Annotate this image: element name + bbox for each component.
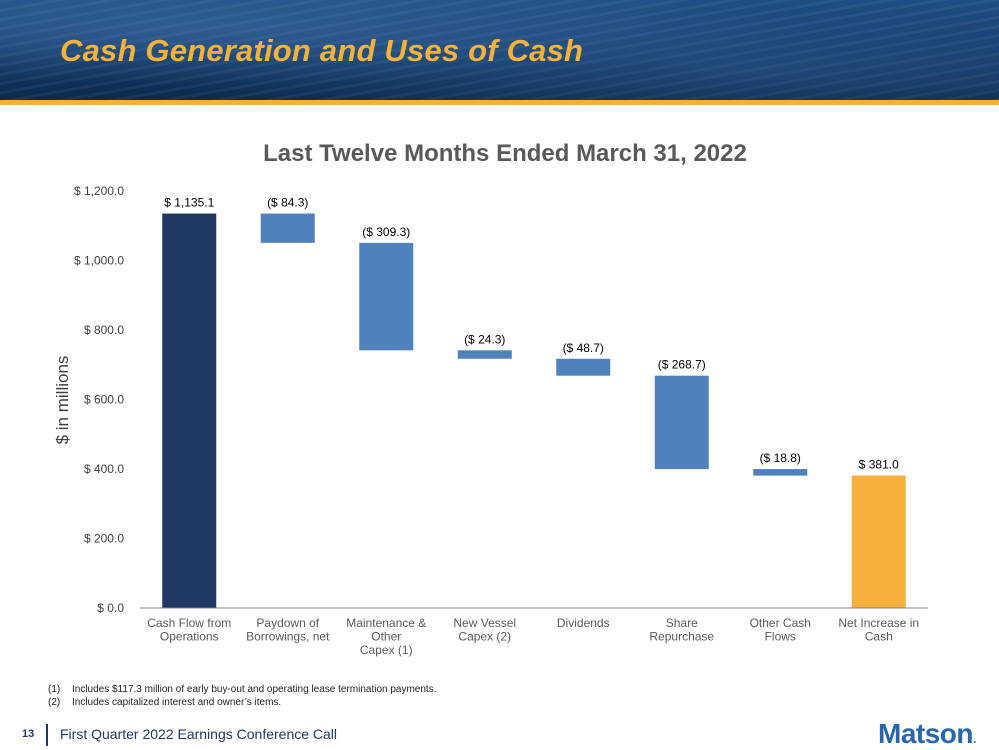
- data-label: ($ 48.7): [563, 341, 604, 355]
- y-tick-label: $ 1,200.0: [74, 184, 124, 198]
- y-tick-label: $ 800.0: [84, 323, 124, 337]
- footnote: (1) Includes $117.3 million of early buy…: [48, 683, 436, 696]
- bar: [556, 358, 611, 376]
- data-label: ($ 84.3): [267, 196, 308, 210]
- x-tick-label: Other Cash Flows: [750, 616, 811, 644]
- y-axis-ticks: $ 0.0 $ 200.0 $ 400.0 $ 600.0 $ 800.0 $ 1,000…: [74, 184, 124, 615]
- data-label: $ 381.0: [859, 458, 899, 472]
- x-tick-label: Paydown of Borrowings, net: [246, 616, 330, 644]
- bar: [457, 350, 512, 359]
- footnote-text: Includes $117.3 million of early buy-out…: [72, 684, 437, 695]
- bar: [753, 469, 808, 476]
- x-axis-labels: Cash Flow from Operations Paydown of Borrow…: [147, 616, 919, 657]
- footnote-number: (2): [48, 697, 61, 708]
- footer-divider: [46, 724, 48, 746]
- footer-event-title: First Quarter 2022 Earnings Conference C…: [60, 726, 338, 742]
- chart-title: Last Twelve Months Ended March 31, 2022: [263, 140, 747, 167]
- y-tick-label: $ 0.0: [97, 601, 124, 615]
- y-axis-label: $ in millions: [53, 356, 72, 445]
- data-label: ($ 309.3): [362, 225, 410, 239]
- slide-title: Cash Generation and Uses of Cash: [60, 33, 584, 68]
- bar: [162, 213, 217, 609]
- waterfall-chart: Last Twelve Months Ended March 31, 2022 …: [53, 140, 928, 657]
- x-tick-label: Maintenance & Other Capex (1): [346, 616, 426, 657]
- data-label: ($ 24.3): [464, 332, 505, 346]
- page-number: 13: [22, 728, 35, 740]
- data-label: ($ 268.7): [658, 358, 706, 372]
- logo-text: Matson: [878, 718, 974, 749]
- header-banner: [0, 0, 999, 100]
- bar: [260, 213, 315, 243]
- y-tick-label: $ 200.0: [84, 532, 124, 546]
- matson-logo: Matson.: [878, 718, 976, 750]
- bar: [851, 475, 906, 608]
- footer: 13 First Quarter 2022 Earnings Conferenc…: [0, 718, 999, 750]
- bar: [654, 375, 709, 470]
- footnote-number: (1): [48, 684, 61, 695]
- x-tick-label: New Vessel Capex (2): [453, 616, 516, 644]
- x-tick-label: Cash Flow from Operations: [147, 616, 231, 644]
- footnotes: (1) Includes $117.3 million of early buy…: [48, 683, 436, 709]
- data-labels: $ 1,135.1 ($ 84.3) ($ 309.3) ($ 24.3) ($ 48.…: [164, 196, 899, 472]
- footnote: (2) Includes capitalized interest and ow…: [48, 696, 436, 709]
- bars: [162, 213, 906, 609]
- x-tick-label: Net Increase in Cash: [838, 616, 919, 644]
- bar: [359, 242, 414, 351]
- x-tick-label: Share Repurchase: [649, 616, 714, 644]
- y-tick-label: $ 600.0: [84, 393, 124, 407]
- x-tick-label: Dividends: [557, 616, 610, 630]
- logo-mark: .: [973, 732, 976, 746]
- header-accent-stripe: [0, 100, 999, 105]
- data-label: ($ 18.8): [760, 451, 801, 465]
- y-tick-label: $ 400.0: [84, 462, 124, 476]
- data-label: $ 1,135.1: [164, 196, 214, 210]
- y-tick-label: $ 1,000.0: [74, 254, 124, 268]
- footnote-text: Includes capitalized interest and owner’…: [72, 697, 282, 708]
